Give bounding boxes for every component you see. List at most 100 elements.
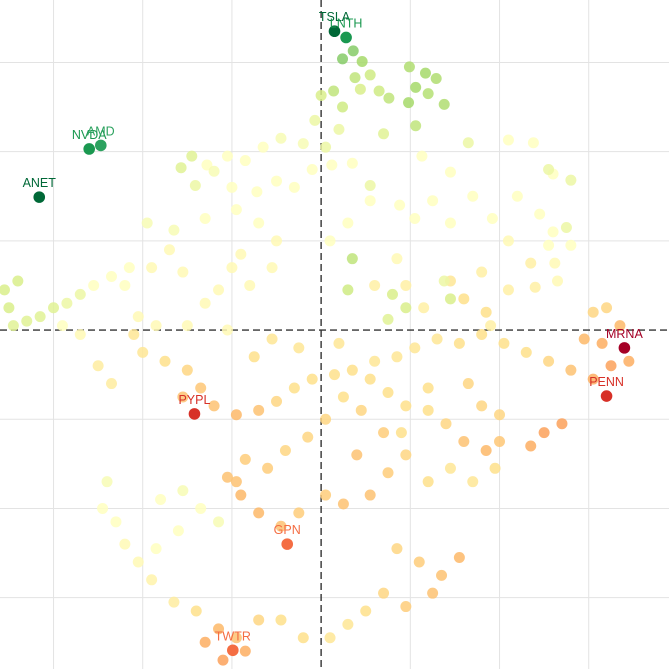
- data-point: [444, 293, 456, 305]
- data-point: [378, 587, 390, 599]
- data-point: [293, 507, 305, 519]
- data-point: [213, 516, 225, 528]
- data-point: [458, 436, 470, 448]
- data-point: [373, 85, 385, 97]
- data-point: [201, 159, 213, 171]
- data-point: [324, 235, 336, 247]
- data-point: [422, 88, 434, 100]
- data-point: [485, 320, 497, 332]
- data-point-anet: [33, 191, 46, 203]
- data-point: [248, 351, 260, 363]
- data-point: [315, 89, 327, 101]
- data-point: [257, 141, 269, 153]
- data-point: [547, 226, 559, 238]
- data-point: [476, 400, 488, 412]
- data-point: [253, 614, 265, 626]
- data-point: [181, 364, 193, 376]
- data-point: [556, 418, 568, 430]
- data-point: [364, 489, 376, 501]
- data-point: [410, 81, 422, 93]
- data-point-mrna: [618, 342, 631, 354]
- data-point: [494, 436, 506, 448]
- data-point: [364, 373, 376, 385]
- data-point: [413, 556, 425, 568]
- data-point: [235, 248, 247, 260]
- data-point: [309, 114, 321, 126]
- data-point: [422, 382, 434, 394]
- point-label-amd: AMD: [87, 124, 115, 138]
- data-point: [251, 186, 263, 198]
- data-point: [409, 342, 421, 354]
- data-point: [175, 162, 187, 174]
- data-point: [119, 279, 131, 291]
- data-point: [347, 45, 359, 57]
- labeled-points: [33, 25, 631, 657]
- data-point: [395, 427, 407, 439]
- data-point: [199, 636, 211, 648]
- data-point: [150, 543, 162, 555]
- data-point: [476, 329, 488, 340]
- data-point: [538, 427, 550, 439]
- data-point: [623, 355, 635, 367]
- data-point: [383, 92, 395, 104]
- data-point: [12, 275, 24, 287]
- data-point: [306, 373, 318, 385]
- data-point: [88, 279, 100, 291]
- data-point: [230, 476, 242, 488]
- data-point: [337, 498, 349, 510]
- data-point: [110, 516, 122, 528]
- data-point: [244, 279, 256, 291]
- data-point: [34, 311, 46, 323]
- data-point: [239, 155, 251, 167]
- data-point: [525, 257, 537, 269]
- point-label-twtr: TWTR: [215, 629, 251, 643]
- data-point: [74, 329, 86, 340]
- data-point: [137, 346, 149, 358]
- data-point: [419, 67, 431, 79]
- data-point: [266, 262, 278, 274]
- data-point: [525, 440, 537, 452]
- data-point: [275, 520, 287, 532]
- data-point: [150, 320, 162, 332]
- data-point: [226, 262, 238, 274]
- data-point: [427, 587, 439, 599]
- data-point: [106, 378, 117, 390]
- data-point: [416, 150, 428, 162]
- data-point: [226, 181, 238, 193]
- data-point: [453, 337, 465, 349]
- data-point: [386, 288, 398, 300]
- data-point: [438, 275, 450, 287]
- data-point: [394, 199, 406, 211]
- data-point: [279, 444, 291, 456]
- point-label-penn: PENN: [589, 375, 624, 389]
- data-point: [324, 632, 336, 644]
- data-point: [306, 163, 318, 175]
- data-point: [337, 391, 349, 403]
- data-point: [369, 279, 381, 291]
- data-point: [534, 208, 546, 220]
- data-point: [208, 400, 220, 412]
- data-point: [168, 224, 180, 236]
- data-point: [400, 449, 412, 461]
- data-point: [427, 195, 439, 207]
- data-point: [364, 69, 376, 81]
- data-points: [0, 45, 635, 666]
- data-point: [190, 605, 202, 617]
- data-point: [364, 180, 376, 192]
- data-point-twtr: [227, 644, 239, 657]
- data-point: [221, 324, 233, 336]
- data-point: [119, 538, 131, 550]
- data-point: [467, 190, 479, 202]
- data-point: [342, 618, 354, 630]
- data-point: [199, 297, 211, 309]
- data-point: [382, 313, 394, 325]
- data-point: [271, 175, 283, 187]
- data-point: [181, 320, 193, 332]
- data-point: [297, 632, 309, 644]
- data-point: [288, 181, 300, 193]
- data-point: [438, 98, 450, 110]
